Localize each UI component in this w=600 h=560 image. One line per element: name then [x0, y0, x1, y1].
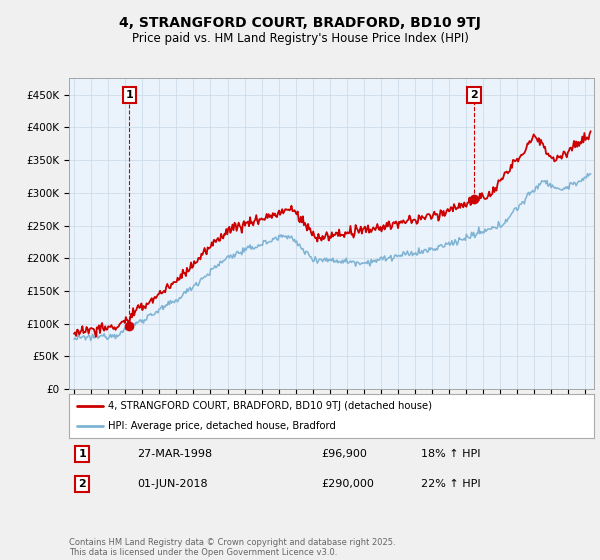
Text: Contains HM Land Registry data © Crown copyright and database right 2025.
This d: Contains HM Land Registry data © Crown c…	[69, 538, 395, 557]
Text: HPI: Average price, detached house, Bradford: HPI: Average price, detached house, Brad…	[109, 421, 336, 431]
Text: 2: 2	[470, 90, 478, 100]
Text: 18% ↑ HPI: 18% ↑ HPI	[421, 449, 480, 459]
Text: 1: 1	[78, 449, 86, 459]
Text: 4, STRANGFORD COURT, BRADFORD, BD10 9TJ (detached house): 4, STRANGFORD COURT, BRADFORD, BD10 9TJ …	[109, 401, 433, 411]
Text: £96,900: £96,900	[321, 449, 367, 459]
Text: 2: 2	[78, 479, 86, 489]
Text: 1: 1	[125, 90, 133, 100]
Text: 27-MAR-1998: 27-MAR-1998	[137, 449, 212, 459]
Text: 01-JUN-2018: 01-JUN-2018	[137, 479, 208, 489]
Text: Price paid vs. HM Land Registry's House Price Index (HPI): Price paid vs. HM Land Registry's House …	[131, 32, 469, 45]
Text: £290,000: £290,000	[321, 479, 374, 489]
Text: 22% ↑ HPI: 22% ↑ HPI	[421, 479, 481, 489]
Text: 4, STRANGFORD COURT, BRADFORD, BD10 9TJ: 4, STRANGFORD COURT, BRADFORD, BD10 9TJ	[119, 16, 481, 30]
